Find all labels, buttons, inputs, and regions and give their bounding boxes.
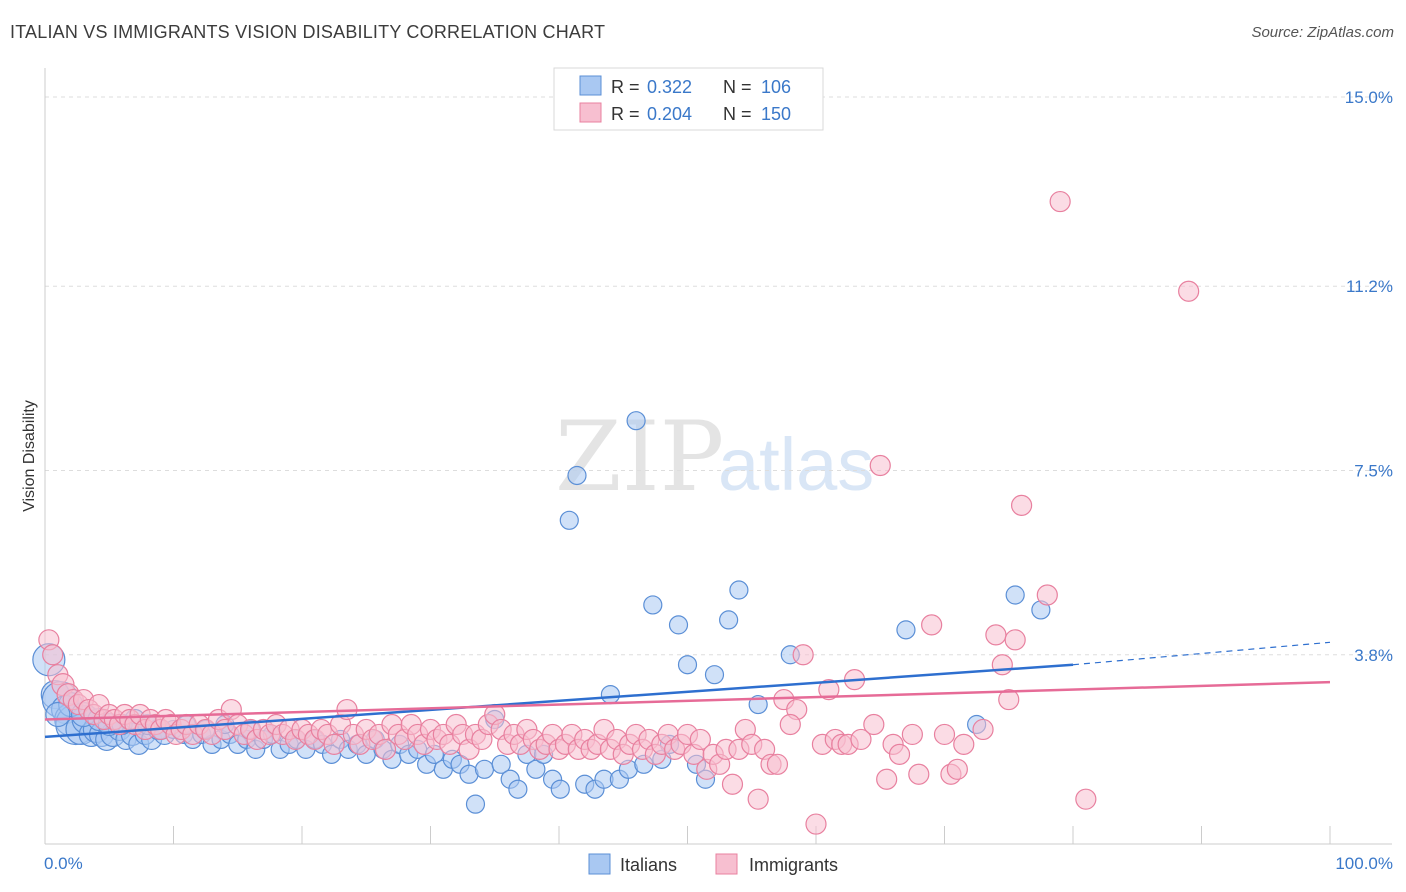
immigrants-point [42,644,64,666]
immigrants-n-label: N = [723,104,752,124]
italians-trend-extension [1072,641,1331,666]
italians-point [719,610,739,630]
italians-point [567,465,587,486]
legend-immigrants-label: Immigrants [749,855,838,875]
immigrants-point [933,723,956,746]
series-legend: Italians Immigrants [588,853,838,875]
italians-point [896,620,916,640]
italians-point [677,655,698,675]
immigrants-point [850,728,872,751]
immigrants-point [985,624,1007,646]
immigrants-point [792,644,814,666]
immigrants-point [805,813,827,835]
italians-point [508,779,528,799]
italians-point [465,794,486,814]
italians-n-value: 106 [761,77,791,97]
immigrants-point [1004,629,1026,651]
italians-trend-line [44,663,1074,739]
immigrants-point [374,738,397,760]
immigrants-trend-line [44,680,1331,721]
immigrants-point [863,713,885,736]
y-tick-labels: 3.8% 7.5% 11.2% 15.0% [1345,88,1393,665]
y-tick-label: 15.0% [1345,88,1393,107]
legend-immigrants-swatch [715,853,738,875]
watermark: ZIP atlas [555,401,874,513]
italians-n-label: N = [723,77,752,97]
immigrants-point [998,688,1020,711]
immigrants-point [953,733,975,756]
watermark-atlas: atlas [718,423,874,506]
immigrants-point [323,733,345,756]
x-tick-labels: 0.0% 100.0% [44,854,1393,873]
y-axis-label: Vision Disability [21,400,38,512]
stats-legend: R = 0.322 N = 106 R = 0.204 N = 150 [553,67,824,131]
immigrants-point [818,679,840,701]
immigrants-point [921,614,943,636]
italians-point [626,411,646,431]
italians-point [704,665,725,685]
immigrants-r-value: 0.204 [647,104,692,124]
italians-swatch [579,75,602,96]
immigrants-r-label: R = [611,104,640,124]
immigrants-n-value: 150 [761,104,791,124]
italians-point [550,779,570,799]
grid-lines [45,96,1392,656]
immigrants-point [689,728,711,751]
legend-italians-swatch [588,853,611,875]
immigrants-point [901,723,923,746]
x-tick-label-min: 0.0% [44,854,83,873]
y-tick-label: 3.8% [1354,646,1393,665]
immigrants-point [1178,280,1200,302]
y-tick-label: 11.2% [1346,277,1393,296]
immigrants-point [1075,788,1097,810]
x-tick-label-max: 100.0% [1335,854,1393,873]
immigrants-point [972,718,994,741]
immigrants-point [888,743,911,765]
italians-point [559,510,579,530]
y-tick-label: 7.5% [1354,462,1393,481]
immigrants-point [1049,190,1071,213]
italians-r-label: R = [611,77,640,97]
italians-point [643,595,663,615]
italians-point [491,754,511,774]
italians-point [729,580,749,600]
immigrants-point [1010,494,1033,516]
immigrants-point [869,454,891,477]
immigrants-point [876,768,898,790]
immigrants-point [766,753,789,775]
immigrants-point [721,773,744,795]
chart-source: Source: ZipAtlas.com [1251,24,1394,41]
chart-title: ITALIAN VS IMMIGRANTS VISION DISABILITY … [10,22,606,42]
italians-r-value: 0.322 [647,77,692,97]
immigrants-point [908,763,930,785]
italians-point [668,615,689,635]
italians-point [600,684,621,705]
immigrants-point [946,758,968,780]
immigrants-point [779,713,801,736]
axes [44,68,1392,845]
italians-point [526,759,546,779]
immigrants-swatch [579,102,602,123]
immigrants-point [991,654,1013,676]
immigrants-point [1036,584,1058,606]
legend-italians-label: Italians [620,855,677,875]
trend-lines [44,641,1331,739]
immigrants-point [747,788,769,810]
italians-point [474,759,495,779]
italians-point [1005,585,1025,605]
immigrants-points [38,190,1200,835]
